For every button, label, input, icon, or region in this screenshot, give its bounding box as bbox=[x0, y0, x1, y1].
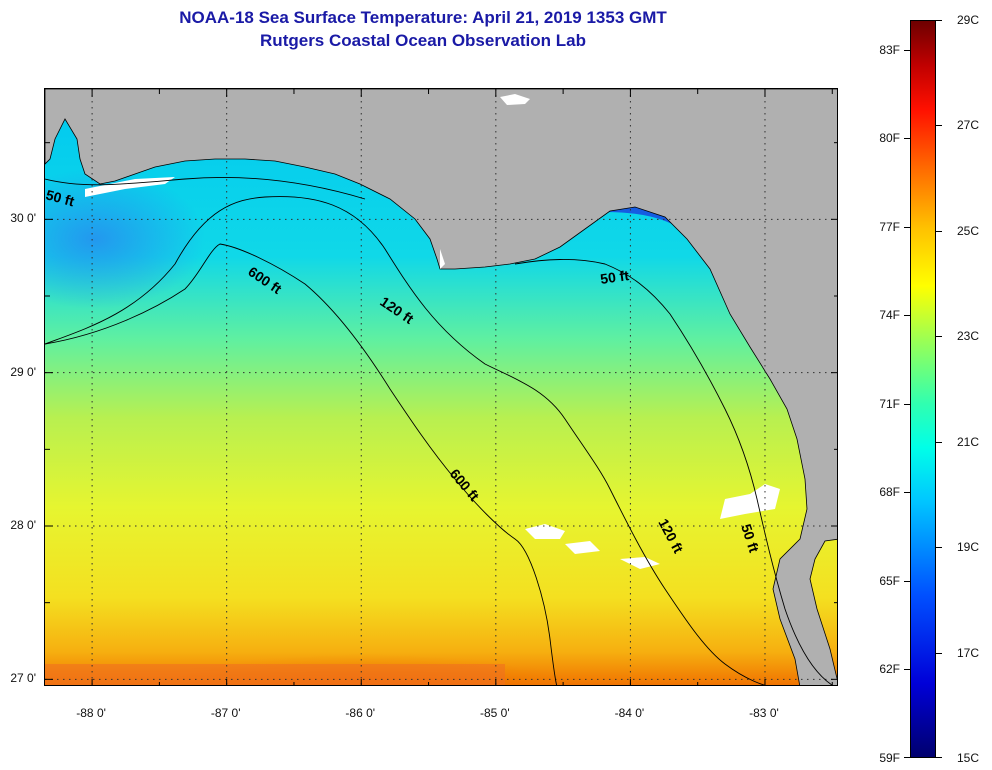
colorbar-f-label: 77F bbox=[879, 219, 900, 234]
colorbar-f-label: 74F bbox=[879, 308, 900, 323]
colorbar-f-label: 71F bbox=[879, 396, 900, 411]
lon-tick-label: -85 0' bbox=[480, 706, 510, 720]
lon-tick-label: -86 0' bbox=[345, 706, 376, 720]
bathymetry-contours bbox=[45, 176, 833, 685]
colorbar-c-label: 23C bbox=[957, 329, 980, 344]
colorbar-c-tick bbox=[936, 547, 942, 549]
land-area bbox=[45, 89, 837, 685]
colorbar-c-label: 25C bbox=[957, 223, 980, 238]
sst-map[interactable]: 50 ft 600 ft 120 ft 50 ft 600 ft 120 ft … bbox=[44, 88, 838, 686]
map-title: NOAA-18 Sea Surface Temperature: April 2… bbox=[179, 8, 667, 27]
colorbar-f-tick bbox=[904, 492, 910, 494]
colorbar-c-label: 27C bbox=[957, 118, 980, 133]
warm-water-band bbox=[45, 664, 505, 685]
contour-label-50ft-west: 50 ft bbox=[45, 186, 76, 209]
colorbar-f-tick bbox=[904, 315, 910, 317]
colorbar-c-tick bbox=[936, 230, 942, 232]
lat-tick-label: 30 0' bbox=[10, 211, 36, 226]
colorbar-f-label: 62F bbox=[879, 662, 900, 677]
contour-120ft bbox=[45, 196, 766, 685]
colorbar-c-tick bbox=[936, 652, 942, 654]
lat-tick-label: 28 0' bbox=[10, 518, 36, 532]
lon-tick-label: -87 0' bbox=[210, 706, 241, 720]
colorbar-c-tick bbox=[936, 125, 942, 127]
title-block: NOAA-18 Sea Surface Temperature: April 2… bbox=[0, 6, 846, 52]
contour-50ft-west bbox=[45, 176, 366, 200]
colorbar-f-tick bbox=[904, 580, 910, 582]
colorbar-f-tick bbox=[904, 138, 910, 140]
lon-tick-label: -83 0' bbox=[749, 706, 779, 720]
temperature-colorbar bbox=[910, 20, 936, 758]
colorbar-c-label: 29C bbox=[957, 13, 980, 27]
cool-water-patch bbox=[45, 169, 205, 309]
colorbar-f-tick bbox=[904, 403, 910, 405]
lon-tick-label: -88 0' bbox=[76, 706, 106, 720]
contour-600ft bbox=[45, 243, 558, 685]
colorbar-f-tick bbox=[904, 669, 910, 671]
colorbar-f-label: 68F bbox=[879, 485, 900, 500]
cloud-mask bbox=[85, 94, 780, 569]
contour-label-50ft-east: 50 ft bbox=[599, 267, 630, 287]
colorbar-c-tick bbox=[936, 20, 942, 21]
colorbar-c-tick bbox=[936, 441, 942, 443]
colorbar-f-label: 59F bbox=[879, 751, 900, 765]
colorbar-c-label: 15C bbox=[957, 751, 980, 765]
lat-tick-label: 29 0' bbox=[10, 364, 36, 379]
colorbar-f-tick bbox=[904, 49, 910, 51]
colorbar-c-label: 21C bbox=[957, 434, 980, 449]
colorbar-c-label: 19C bbox=[957, 540, 980, 555]
colorbar-f-label: 80F bbox=[879, 131, 900, 146]
colorbar-f-label: 83F bbox=[879, 42, 900, 57]
colorbar-f-label: 65F bbox=[879, 573, 900, 588]
colorbar-c-tick bbox=[936, 336, 942, 338]
colorbar-c-tick bbox=[936, 757, 942, 758]
colorbar-c-label: 17C bbox=[957, 645, 980, 660]
contour-50ft-east bbox=[514, 259, 833, 685]
colorbar-f-tick bbox=[904, 757, 910, 758]
lon-tick-label: -84 0' bbox=[614, 706, 645, 720]
lat-tick-label: 27 0' bbox=[10, 671, 36, 686]
map-subtitle: Rutgers Coastal Ocean Observation Lab bbox=[260, 31, 586, 50]
colorbar-f-tick bbox=[904, 226, 910, 228]
sst-map-canvas: 50 ft 600 ft 120 ft 50 ft 600 ft 120 ft … bbox=[45, 89, 837, 685]
lat-lon-grid bbox=[45, 89, 837, 685]
